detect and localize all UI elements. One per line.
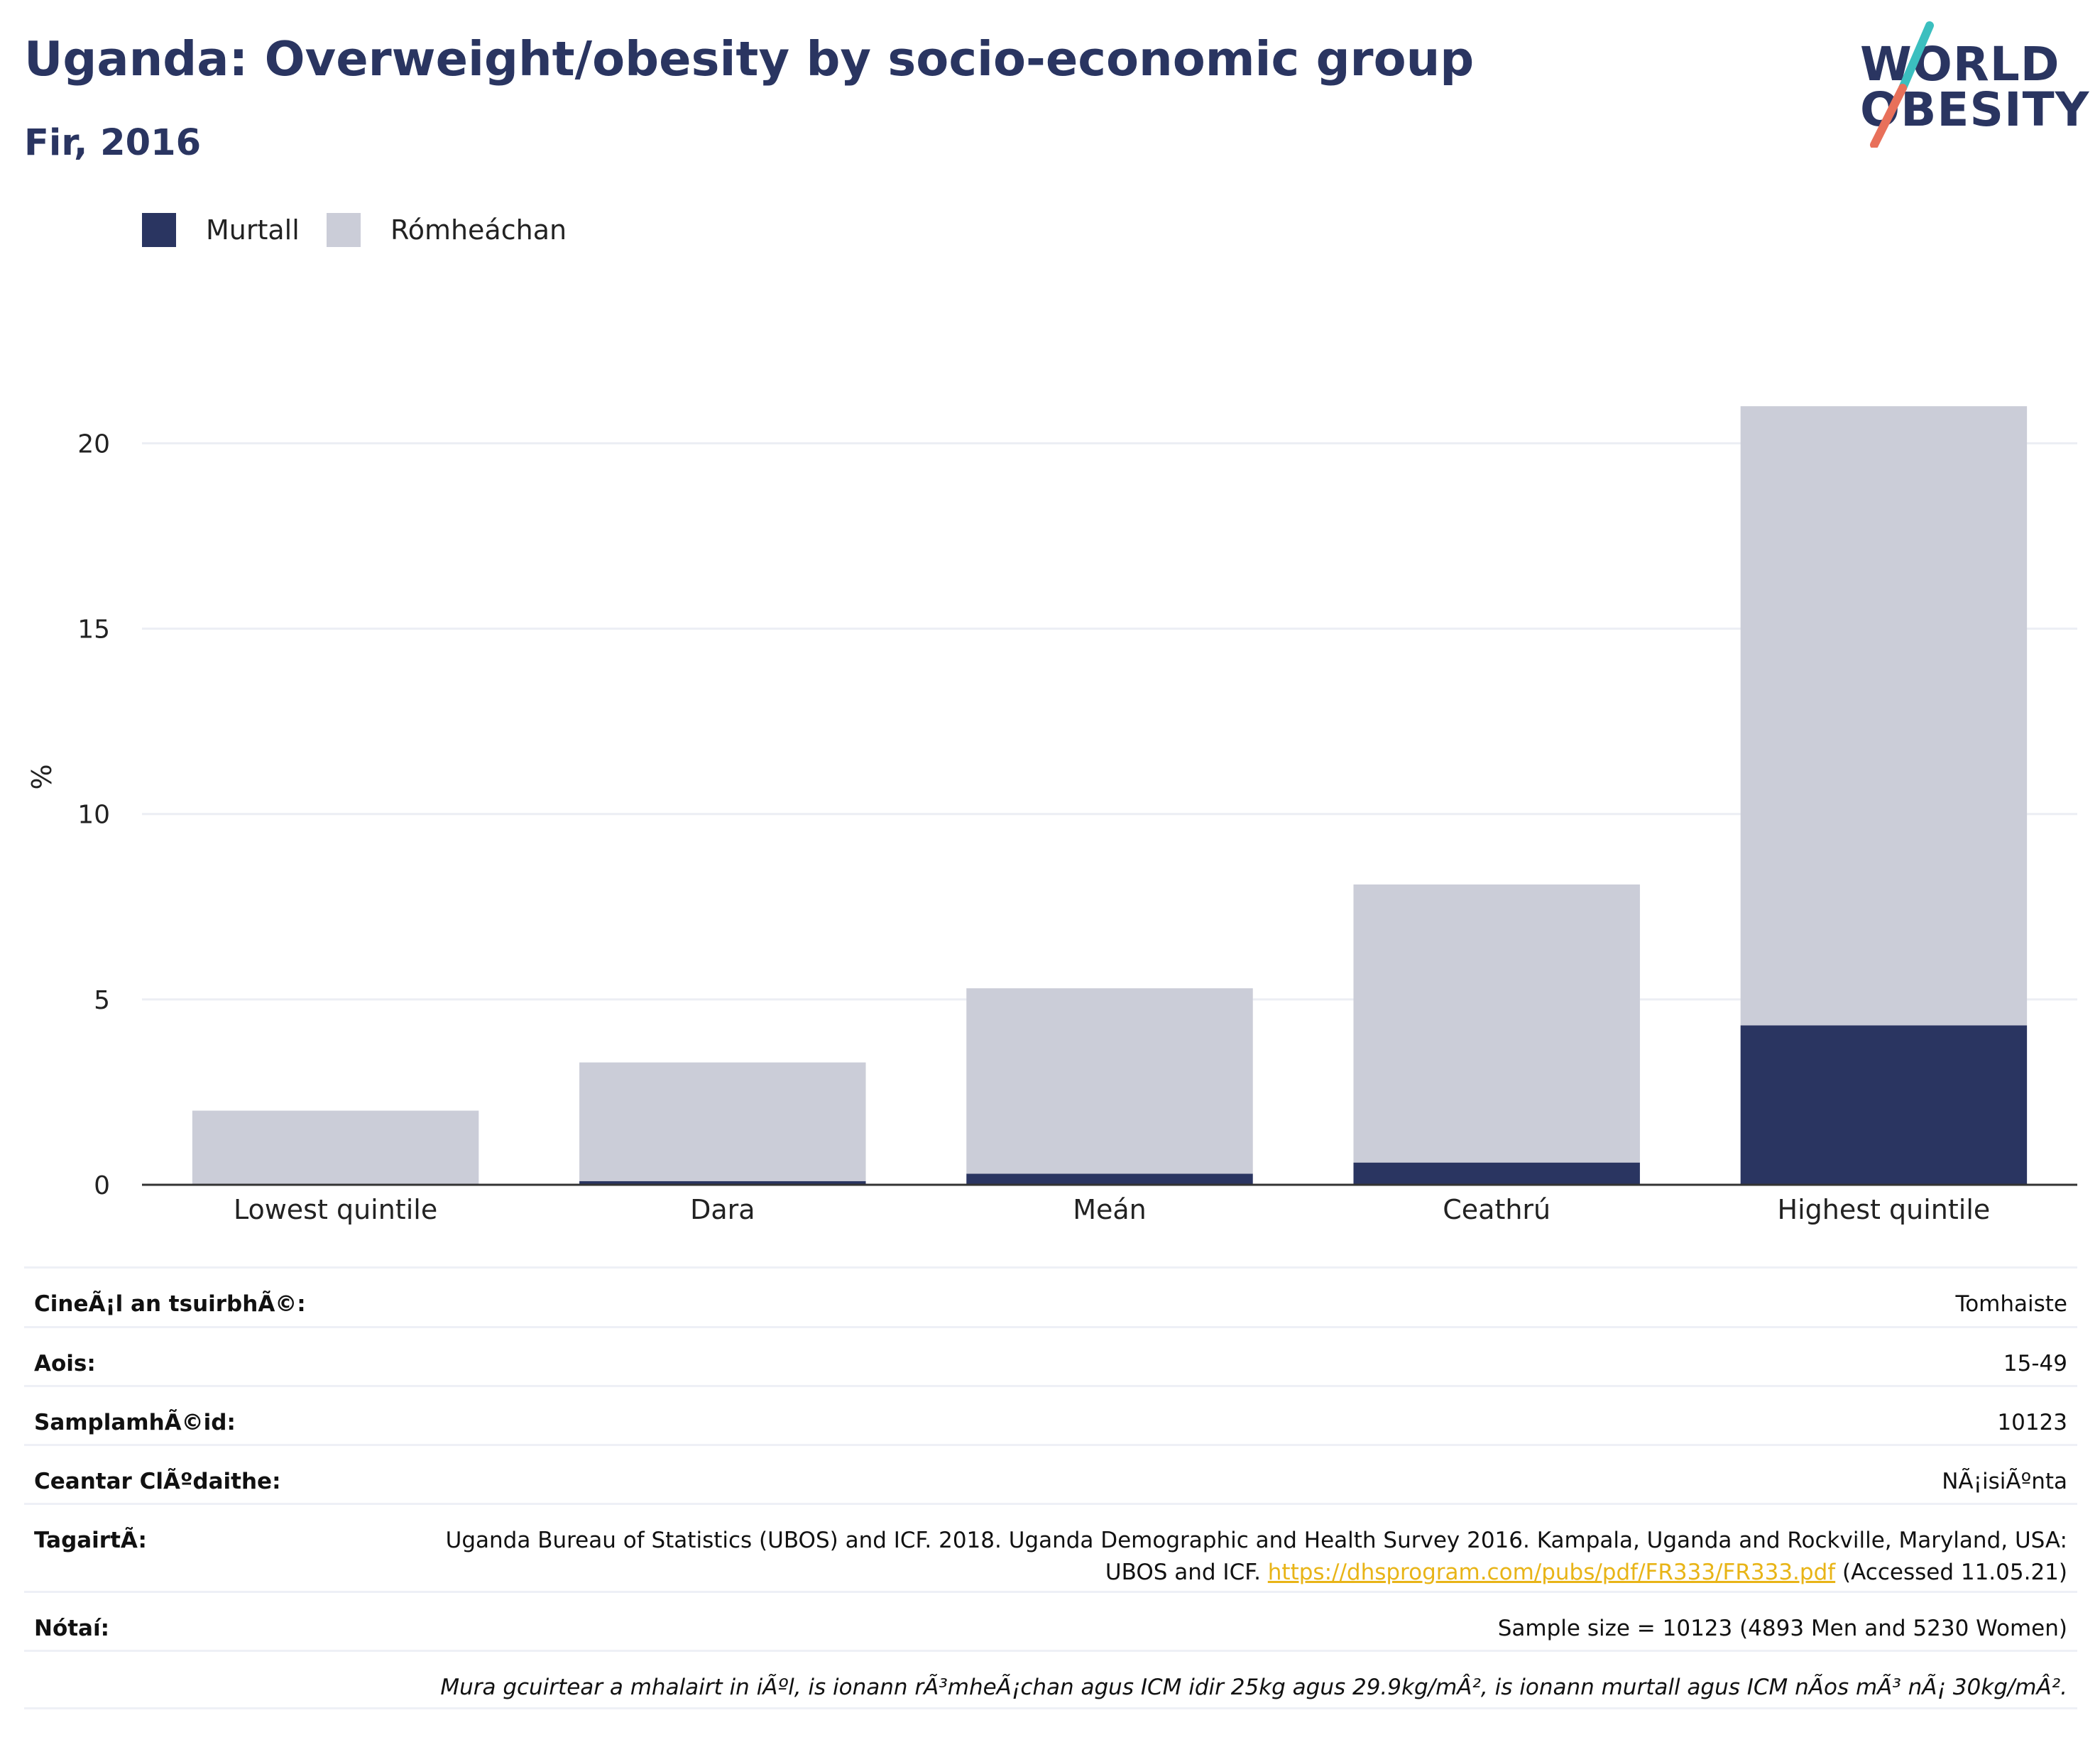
bar-obese-3 [966,1173,1253,1185]
info-row-reference: TagairtÃ: Uganda Bureau of Statistics (U… [24,1503,2077,1591]
chart-title: Uganda: Overweight/obesity by socio-econ… [24,31,1475,87]
bar-overweight-5 [1740,406,2028,1026]
info-value-notes: Sample size = 10123 (4893 Men and 5230 W… [1497,1616,2067,1641]
info-row-age: Aois: 15-49 [24,1326,2077,1385]
x-category-label-3: Meán [1073,1194,1147,1225]
bar-overweight-2 [579,1062,866,1181]
info-label-age: Aois: [34,1351,96,1376]
x-category-label-5: Highest quintile [1778,1194,1991,1225]
info-row-notes: Nótaí: Sample size = 10123 (4893 Men and… [24,1591,2077,1650]
info-row-footnote: Mura gcuirtear a mhalairt in iÃºl, is io… [24,1650,2077,1709]
axis-layer: 0 5 10 15 20 Lowest quintile Dara Meán Ceathrú Hi… [26,429,2077,1225]
y-tick-label-20: 20 [77,429,110,459]
world-obesity-logo: WORLD OBESITY [1846,20,2089,148]
info-label-sample-size: SamplamhÃ©id: [34,1410,236,1435]
bars-layer [192,406,2028,1185]
info-row-area-covered: Ceantar ClÃºdaithe: NÃ¡isiÃºnta [24,1444,2077,1503]
info-value-area-covered: NÃ¡isiÃºnta [1942,1469,2067,1494]
info-label-area-covered: Ceantar ClÃºdaithe: [34,1469,281,1494]
bar-obese-5 [1740,1025,2028,1185]
legend-label-obese: Murtall [206,214,300,246]
stacked-bar-chart: 0 5 10 15 20 Lowest quintile Dara Meán Ceathrú Hi… [26,406,2077,1225]
info-row-sample-size: SamplamhÃ©id: 10123 [24,1385,2077,1444]
reference-accessed: (Accessed 11.05.21) [1835,1560,2067,1585]
x-category-label-4: Ceathrú [1443,1194,1551,1225]
info-label-reference: TagairtÃ: [34,1528,147,1553]
footnote-text: Mura gcuirtear a mhalairt in iÃºl, is io… [440,1675,2067,1700]
legend-swatch-obese [142,213,176,247]
chart-subtitle: Fir, 2016 [24,122,202,164]
logo-text-line1: WORLD [1860,37,2060,92]
info-value-sample-size: 10123 [1997,1410,2067,1435]
y-tick-label-10: 10 [77,801,110,830]
info-label-survey-type: CineÃ¡l an tsuirbhÃ©: [34,1291,306,1317]
y-tick-label-15: 15 [77,615,110,645]
y-tick-label-5: 5 [94,986,110,1015]
reference-link[interactable]: https://dhsprogram.com/pubs/pdf/FR333/FR… [1267,1560,1836,1585]
info-label-notes: Nótaí: [34,1616,110,1641]
bar-overweight-3 [966,988,1253,1174]
info-value-reference: Uganda Bureau of Statistics (UBOS) and I… [434,1525,2067,1589]
x-category-label-1: Lowest quintile [234,1194,437,1225]
info-value-age: 15-49 [2003,1351,2067,1376]
info-value-survey-type: Tomhaiste [1955,1291,2067,1317]
legend-label-overweight: Rómheáchan [390,214,567,246]
y-axis-title: % [26,764,58,789]
bar-obese-4 [1353,1162,1640,1185]
bar-overweight-4 [1353,884,1640,1163]
legend-swatch-overweight [327,213,361,247]
logo-slash-icon [1870,21,1934,148]
info-row-survey-type: CineÃ¡l an tsuirbhÃ©: Tomhaiste [24,1266,2077,1326]
y-tick-label-0: 0 [94,1171,110,1200]
reference-text: Uganda Bureau of Statistics (UBOS) and I… [445,1528,2067,1585]
x-category-label-2: Dara [690,1194,755,1225]
bar-obese-2 [579,1181,866,1185]
info-table: CineÃ¡l an tsuirbhÃ©: Tomhaiste Aois: 15… [24,1266,2077,1709]
bar-overweight-1 [192,1110,479,1185]
